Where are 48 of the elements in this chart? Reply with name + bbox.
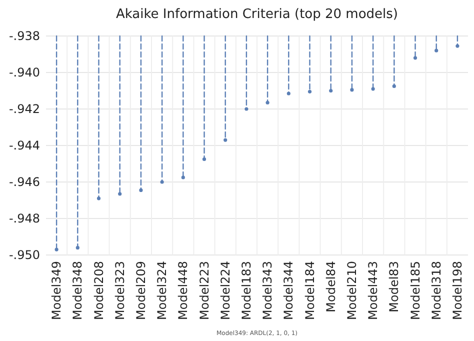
point: [244, 107, 248, 111]
x-tick-label: Model323: [112, 261, 127, 320]
x-tick-label: Model318: [429, 261, 444, 320]
y-tick-label: -.948: [8, 212, 40, 226]
y-tick-label: -.944: [8, 138, 40, 153]
y-tick-label: -.942: [8, 102, 40, 116]
y-tick-label: -.940: [8, 66, 40, 80]
point: [266, 100, 270, 104]
point: [456, 44, 460, 48]
x-tick-label: Model443: [366, 261, 380, 320]
x-tick-label: Model448: [176, 261, 190, 320]
x-tick-label: Model348: [70, 261, 85, 320]
x-tick-label: Model83: [387, 261, 402, 312]
point: [434, 48, 438, 52]
y-tick-label: -.938: [8, 29, 40, 44]
point: [329, 88, 333, 93]
point: [202, 157, 206, 161]
point: [139, 188, 143, 192]
point: [224, 138, 228, 142]
x-tick-label: Model343: [260, 261, 275, 320]
x-tick-label: Model349: [50, 261, 64, 320]
x-tick-label: Model344: [282, 261, 296, 320]
point: [96, 196, 101, 200]
point: [286, 92, 290, 96]
x-tick-label: Model209: [134, 261, 148, 320]
point: [54, 248, 58, 252]
point: [392, 84, 396, 88]
x-tick-label: Model324: [155, 261, 170, 320]
point: [118, 192, 122, 196]
y-tick-label: -.946: [8, 175, 40, 190]
x-tick-label: Model208: [92, 261, 106, 320]
point: [160, 180, 164, 184]
x-tick-label: Model183: [239, 261, 254, 320]
point: [371, 87, 375, 91]
point: [308, 90, 312, 94]
point: [350, 88, 354, 92]
x-tick-label: Model84: [324, 261, 338, 312]
point: [181, 176, 185, 180]
x-tick-label: Model223: [197, 261, 212, 320]
x-tick-label: Model210: [344, 261, 359, 320]
x-tick-label: Model198: [450, 261, 464, 320]
y-tick-label: -.950: [8, 248, 40, 262]
x-tick-label: Model184: [302, 261, 317, 320]
point: [413, 56, 418, 60]
point: [76, 246, 80, 250]
x-tick-label: Model185: [408, 261, 422, 320]
x-tick-label: Model224: [218, 261, 232, 320]
chart-title: Akaike Information Criteria (top 20 models): [116, 7, 398, 22]
